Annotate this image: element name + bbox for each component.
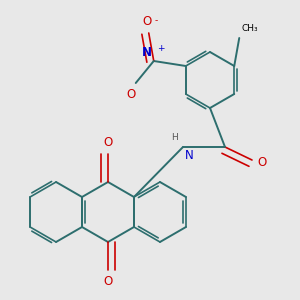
Text: CH₃: CH₃: [241, 24, 258, 33]
Text: H: H: [172, 133, 178, 142]
Text: +: +: [157, 44, 164, 53]
Text: O: O: [103, 136, 112, 149]
Text: N: N: [142, 46, 152, 59]
Text: -: -: [155, 16, 158, 25]
Text: O: O: [126, 88, 135, 101]
Text: O: O: [142, 15, 152, 28]
Text: O: O: [257, 155, 266, 169]
Text: N: N: [185, 149, 194, 162]
Text: O: O: [103, 275, 112, 288]
